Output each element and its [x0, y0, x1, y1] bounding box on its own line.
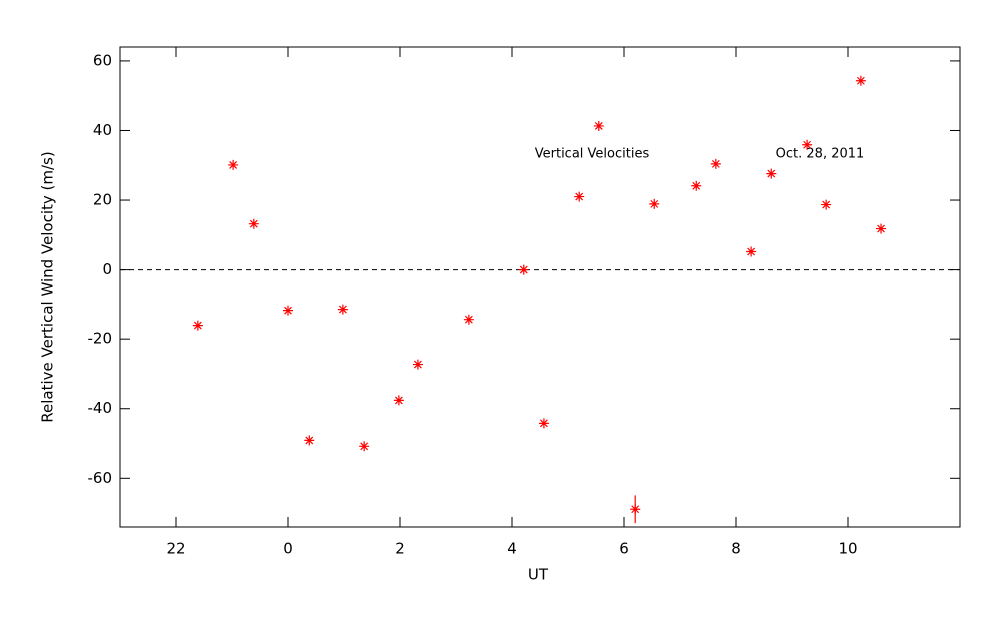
point [248, 218, 259, 229]
point [412, 359, 423, 370]
point [283, 305, 293, 316]
point [393, 395, 404, 406]
x-tick-label: 4 [507, 540, 517, 558]
x-axis-label: UT [528, 566, 549, 584]
y-axis-label: Relative Vertical Wind Velocity (m/s) [39, 151, 57, 422]
x-tick-label: 22 [166, 540, 185, 558]
point [518, 264, 529, 275]
y-tick-label: 0 [102, 260, 112, 278]
point [192, 320, 203, 331]
annotation: Oct. 28, 2011 [776, 147, 865, 162]
y-tick-label: -20 [88, 330, 113, 348]
point [746, 246, 757, 257]
point [821, 199, 832, 210]
y-tick-label: -40 [88, 399, 113, 417]
point [359, 441, 370, 452]
point [802, 139, 813, 150]
y-tick-label: 20 [93, 191, 112, 209]
point [630, 504, 641, 515]
x-tick-label: 2 [395, 540, 405, 558]
point [593, 120, 604, 131]
point [855, 75, 866, 86]
y-tick-label: -60 [88, 469, 113, 487]
point [691, 180, 702, 191]
annotation: Vertical Velocities [535, 147, 650, 162]
point [876, 223, 887, 234]
point [337, 304, 348, 315]
plot-frame [119, 46, 961, 528]
x-tick-label: 6 [619, 540, 629, 558]
point [538, 418, 549, 429]
point [463, 314, 474, 325]
y-tick-label: 60 [93, 51, 112, 69]
point [574, 191, 585, 202]
point [228, 159, 239, 170]
point [304, 435, 315, 446]
point [766, 168, 777, 179]
x-tick-label: 8 [731, 540, 741, 558]
point [710, 158, 721, 169]
point [649, 198, 660, 209]
x-tick-label: 10 [838, 540, 857, 558]
y-tick-label: 40 [93, 121, 112, 139]
x-tick-label: 0 [283, 540, 293, 558]
